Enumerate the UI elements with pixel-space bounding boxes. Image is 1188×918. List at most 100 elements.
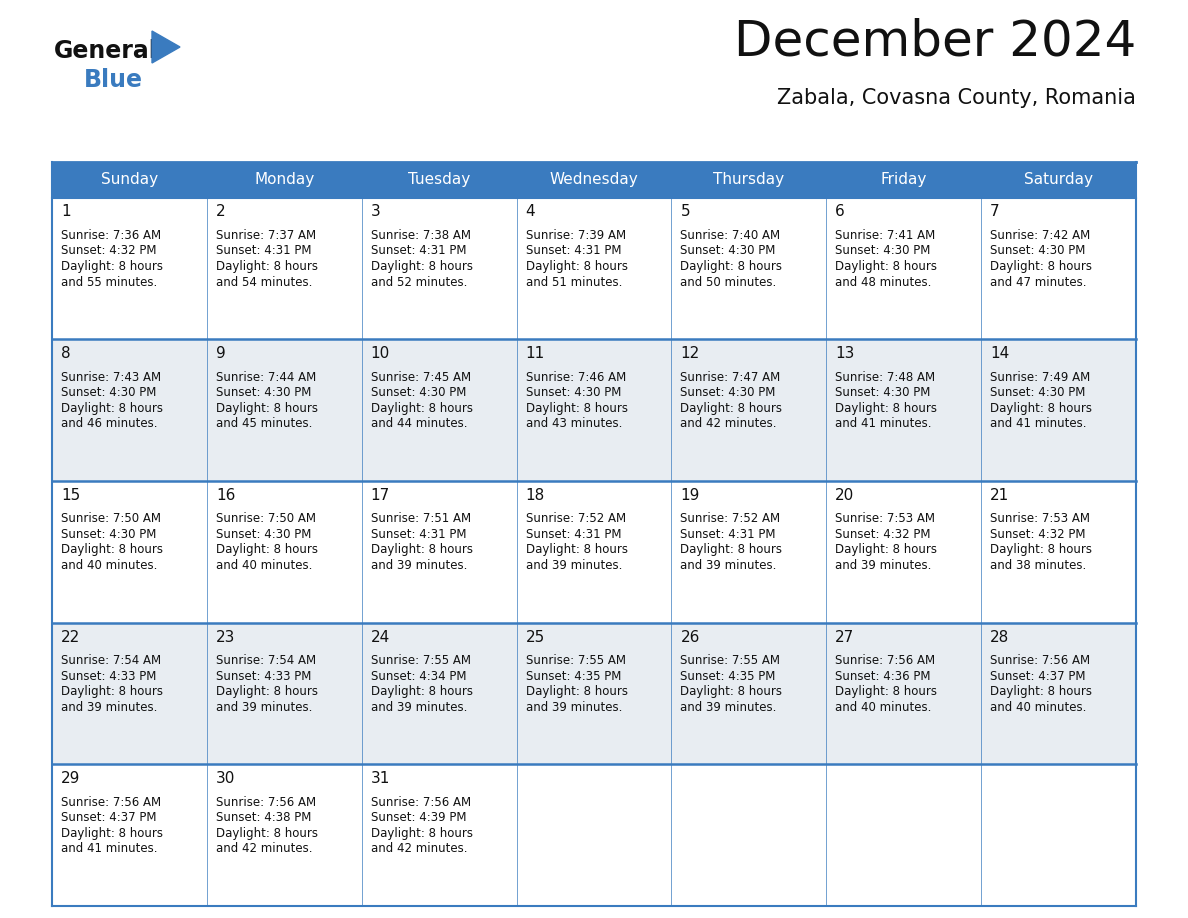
Text: and 54 minutes.: and 54 minutes. bbox=[216, 275, 312, 288]
Text: and 42 minutes.: and 42 minutes. bbox=[371, 843, 467, 856]
Bar bbox=[361, 481, 517, 622]
Text: Sunset: 4:30 PM: Sunset: 4:30 PM bbox=[371, 386, 466, 399]
Text: Daylight: 8 hours: Daylight: 8 hours bbox=[681, 402, 783, 415]
Text: Sunset: 4:30 PM: Sunset: 4:30 PM bbox=[61, 528, 157, 541]
Text: 12: 12 bbox=[681, 346, 700, 361]
Text: Sunset: 4:30 PM: Sunset: 4:30 PM bbox=[835, 244, 930, 258]
Text: and 39 minutes.: and 39 minutes. bbox=[525, 700, 623, 713]
Text: and 39 minutes.: and 39 minutes. bbox=[681, 559, 777, 572]
Text: Sunrise: 7:38 AM: Sunrise: 7:38 AM bbox=[371, 229, 470, 242]
Text: and 39 minutes.: and 39 minutes. bbox=[371, 700, 467, 713]
Text: Sunrise: 7:55 AM: Sunrise: 7:55 AM bbox=[525, 655, 626, 667]
Text: and 38 minutes.: and 38 minutes. bbox=[990, 559, 1086, 572]
Text: Daylight: 8 hours: Daylight: 8 hours bbox=[681, 260, 783, 273]
Text: Sunset: 4:30 PM: Sunset: 4:30 PM bbox=[681, 386, 776, 399]
Text: Sunset: 4:31 PM: Sunset: 4:31 PM bbox=[525, 244, 621, 258]
Text: Daylight: 8 hours: Daylight: 8 hours bbox=[525, 543, 627, 556]
Text: and 44 minutes.: and 44 minutes. bbox=[371, 417, 467, 431]
Text: Sunset: 4:31 PM: Sunset: 4:31 PM bbox=[371, 244, 466, 258]
Text: Sunrise: 7:56 AM: Sunrise: 7:56 AM bbox=[216, 796, 316, 809]
Text: Sunrise: 7:37 AM: Sunrise: 7:37 AM bbox=[216, 229, 316, 242]
Text: Daylight: 8 hours: Daylight: 8 hours bbox=[371, 402, 473, 415]
Text: Sunrise: 7:53 AM: Sunrise: 7:53 AM bbox=[990, 512, 1091, 525]
Text: and 51 minutes.: and 51 minutes. bbox=[525, 275, 623, 288]
Text: Sunrise: 7:51 AM: Sunrise: 7:51 AM bbox=[371, 512, 470, 525]
Text: 23: 23 bbox=[216, 630, 235, 644]
Text: and 52 minutes.: and 52 minutes. bbox=[371, 275, 467, 288]
Text: Sunrise: 7:50 AM: Sunrise: 7:50 AM bbox=[61, 512, 162, 525]
Text: and 39 minutes.: and 39 minutes. bbox=[525, 559, 623, 572]
Text: and 47 minutes.: and 47 minutes. bbox=[990, 275, 1087, 288]
Text: and 41 minutes.: and 41 minutes. bbox=[990, 417, 1087, 431]
Text: Sunset: 4:35 PM: Sunset: 4:35 PM bbox=[525, 669, 621, 683]
Text: Sunrise: 7:46 AM: Sunrise: 7:46 AM bbox=[525, 371, 626, 384]
Bar bbox=[517, 197, 671, 339]
Bar bbox=[981, 622, 1136, 765]
Text: Sunrise: 7:55 AM: Sunrise: 7:55 AM bbox=[371, 655, 470, 667]
Bar bbox=[361, 765, 517, 906]
Polygon shape bbox=[152, 31, 181, 63]
Text: Daylight: 8 hours: Daylight: 8 hours bbox=[990, 402, 1092, 415]
Text: and 39 minutes.: and 39 minutes. bbox=[371, 559, 467, 572]
Text: and 40 minutes.: and 40 minutes. bbox=[61, 559, 157, 572]
Text: Daylight: 8 hours: Daylight: 8 hours bbox=[216, 827, 318, 840]
Text: Sunset: 4:34 PM: Sunset: 4:34 PM bbox=[371, 669, 466, 683]
Text: Daylight: 8 hours: Daylight: 8 hours bbox=[835, 402, 937, 415]
Text: Friday: Friday bbox=[880, 173, 927, 187]
Bar bbox=[517, 765, 671, 906]
Bar bbox=[671, 765, 827, 906]
Text: Sunday: Sunday bbox=[101, 173, 158, 187]
Text: Daylight: 8 hours: Daylight: 8 hours bbox=[216, 260, 318, 273]
Bar bbox=[52, 162, 1136, 197]
Text: Sunset: 4:30 PM: Sunset: 4:30 PM bbox=[525, 386, 621, 399]
Text: 21: 21 bbox=[990, 487, 1010, 503]
Text: Sunset: 4:30 PM: Sunset: 4:30 PM bbox=[216, 528, 311, 541]
Text: Sunset: 4:38 PM: Sunset: 4:38 PM bbox=[216, 812, 311, 824]
Text: Blue: Blue bbox=[84, 68, 143, 92]
Text: Sunrise: 7:43 AM: Sunrise: 7:43 AM bbox=[61, 371, 162, 384]
Text: and 50 minutes.: and 50 minutes. bbox=[681, 275, 777, 288]
Text: and 48 minutes.: and 48 minutes. bbox=[835, 275, 931, 288]
Text: Tuesday: Tuesday bbox=[407, 173, 470, 187]
Text: 26: 26 bbox=[681, 630, 700, 644]
Bar bbox=[52, 622, 207, 765]
Text: Daylight: 8 hours: Daylight: 8 hours bbox=[61, 260, 163, 273]
Text: Sunset: 4:39 PM: Sunset: 4:39 PM bbox=[371, 812, 466, 824]
Bar bbox=[207, 622, 361, 765]
Text: Daylight: 8 hours: Daylight: 8 hours bbox=[61, 827, 163, 840]
Bar bbox=[671, 622, 827, 765]
Text: and 41 minutes.: and 41 minutes. bbox=[61, 843, 158, 856]
Bar bbox=[827, 622, 981, 765]
Text: Daylight: 8 hours: Daylight: 8 hours bbox=[990, 685, 1092, 698]
Text: Zabala, Covasna County, Romania: Zabala, Covasna County, Romania bbox=[777, 88, 1136, 108]
Text: 13: 13 bbox=[835, 346, 854, 361]
Text: Sunset: 4:31 PM: Sunset: 4:31 PM bbox=[216, 244, 311, 258]
Text: and 39 minutes.: and 39 minutes. bbox=[61, 700, 157, 713]
Bar bbox=[361, 197, 517, 339]
Text: 17: 17 bbox=[371, 487, 390, 503]
Text: Sunset: 4:37 PM: Sunset: 4:37 PM bbox=[990, 669, 1086, 683]
Text: Sunset: 4:30 PM: Sunset: 4:30 PM bbox=[681, 244, 776, 258]
Text: Daylight: 8 hours: Daylight: 8 hours bbox=[525, 402, 627, 415]
Text: 3: 3 bbox=[371, 205, 380, 219]
Text: General: General bbox=[53, 39, 158, 63]
Text: Sunset: 4:33 PM: Sunset: 4:33 PM bbox=[61, 669, 157, 683]
Bar bbox=[207, 197, 361, 339]
Text: and 45 minutes.: and 45 minutes. bbox=[216, 417, 312, 431]
Text: Sunrise: 7:55 AM: Sunrise: 7:55 AM bbox=[681, 655, 781, 667]
Text: Thursday: Thursday bbox=[713, 173, 784, 187]
Text: 10: 10 bbox=[371, 346, 390, 361]
Text: 8: 8 bbox=[61, 346, 70, 361]
Text: Monday: Monday bbox=[254, 173, 315, 187]
Bar bbox=[52, 197, 207, 339]
Text: 11: 11 bbox=[525, 346, 545, 361]
Text: 18: 18 bbox=[525, 487, 545, 503]
Text: 7: 7 bbox=[990, 205, 1000, 219]
Text: Daylight: 8 hours: Daylight: 8 hours bbox=[525, 685, 627, 698]
Text: Sunrise: 7:39 AM: Sunrise: 7:39 AM bbox=[525, 229, 626, 242]
Text: 20: 20 bbox=[835, 487, 854, 503]
Text: Sunset: 4:31 PM: Sunset: 4:31 PM bbox=[681, 528, 776, 541]
Bar bbox=[981, 765, 1136, 906]
Text: Sunrise: 7:49 AM: Sunrise: 7:49 AM bbox=[990, 371, 1091, 384]
Text: Daylight: 8 hours: Daylight: 8 hours bbox=[61, 543, 163, 556]
